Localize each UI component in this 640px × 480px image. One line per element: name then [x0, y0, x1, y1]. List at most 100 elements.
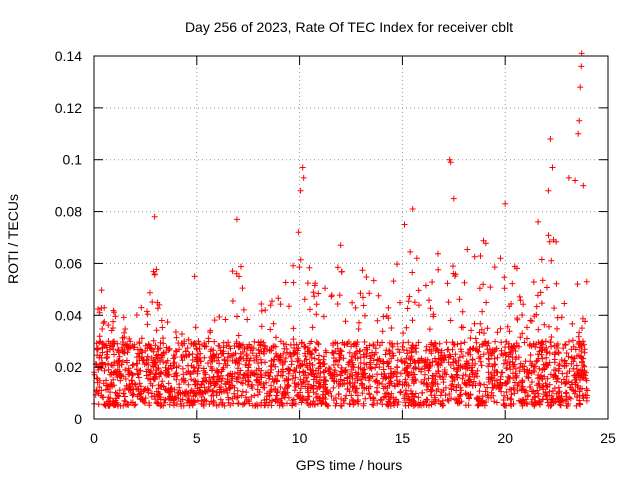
data-point: [277, 338, 284, 345]
data-point: [122, 366, 129, 373]
data-point: [297, 256, 304, 263]
data-point: [305, 381, 312, 388]
data-point: [297, 385, 304, 392]
data-point: [463, 365, 469, 372]
data-point: [258, 301, 265, 307]
data-point: [555, 350, 562, 357]
data-point: [197, 388, 204, 395]
data-point: [399, 382, 406, 388]
data-point: [312, 347, 319, 354]
data-point: [109, 400, 116, 407]
data-point: [216, 376, 223, 383]
data-point: [233, 375, 240, 382]
data-point: [171, 396, 178, 403]
data-point: [103, 386, 109, 393]
data-point: [344, 374, 351, 381]
data-point: [182, 348, 189, 355]
data-point: [535, 218, 542, 225]
data-point: [355, 326, 362, 332]
data-point: [224, 389, 231, 396]
data-point: [545, 187, 552, 194]
data-point: [430, 311, 437, 318]
data-point: [370, 277, 377, 284]
data-point: [429, 359, 436, 366]
data-point: [552, 349, 559, 356]
data-point: [483, 299, 490, 306]
data-point: [94, 346, 101, 353]
data-point: [469, 356, 476, 363]
data-point: [395, 399, 402, 405]
data-point: [455, 400, 461, 407]
data-point: [189, 351, 196, 357]
data-point: [492, 361, 499, 368]
data-point: [320, 361, 327, 368]
data-point: [503, 339, 510, 345]
data-point: [544, 284, 550, 291]
data-point: [422, 371, 428, 378]
data-point: [170, 399, 177, 406]
data-point: [474, 367, 481, 374]
data-point: [554, 325, 560, 332]
data-point: [559, 370, 566, 377]
data-point: [578, 63, 585, 70]
data-point: [458, 387, 465, 394]
data-point: [336, 292, 343, 299]
data-point: [337, 354, 344, 361]
data-point: [98, 361, 105, 368]
data-point: [261, 397, 268, 404]
data-point: [165, 380, 172, 387]
data-point: [135, 371, 142, 378]
data-point: [153, 327, 160, 334]
data-point: [436, 373, 443, 379]
data-point: [151, 271, 158, 278]
data-point: [241, 345, 248, 352]
data-point: [423, 347, 429, 354]
data-point: [465, 402, 472, 409]
data-point: [456, 296, 463, 303]
data-point: [234, 394, 240, 401]
data-point: [361, 339, 368, 345]
data-point: [162, 396, 169, 403]
data-point: [136, 353, 143, 360]
data-point: [401, 395, 407, 402]
data-point: [134, 393, 141, 400]
data-point: [313, 301, 320, 308]
data-point: [565, 353, 572, 360]
data-point: [478, 326, 485, 333]
data-point: [504, 323, 511, 330]
data-point: [566, 368, 573, 375]
data-point: [130, 386, 137, 393]
data-point: [205, 360, 211, 367]
data-point: [111, 351, 117, 358]
data-point: [239, 349, 246, 355]
data-point: [481, 330, 487, 337]
data-point: [386, 396, 393, 403]
data-point: [407, 388, 414, 394]
data-point: [366, 290, 373, 297]
data-point: [290, 325, 297, 332]
data-point: [231, 390, 238, 397]
data-point: [101, 318, 108, 325]
y-tick-label: 0.04: [55, 307, 82, 323]
data-point: [187, 371, 194, 378]
data-point: [572, 177, 579, 184]
data-point: [228, 373, 235, 380]
data-point: [233, 216, 240, 223]
data-point: [114, 347, 121, 354]
data-point: [418, 402, 425, 409]
data-point: [450, 365, 457, 372]
data-point: [553, 280, 560, 287]
data-point: [568, 379, 575, 386]
data-point: [207, 363, 214, 370]
data-point: [576, 338, 583, 345]
data-point: [473, 339, 480, 346]
data-point: [160, 349, 167, 356]
data-point: [511, 343, 518, 350]
data-point: [151, 213, 158, 220]
data-point: [431, 394, 438, 401]
data-point: [539, 338, 546, 345]
data-point: [576, 117, 583, 124]
data-point: [234, 387, 241, 394]
data-point: [507, 401, 514, 408]
data-point: [153, 371, 160, 378]
